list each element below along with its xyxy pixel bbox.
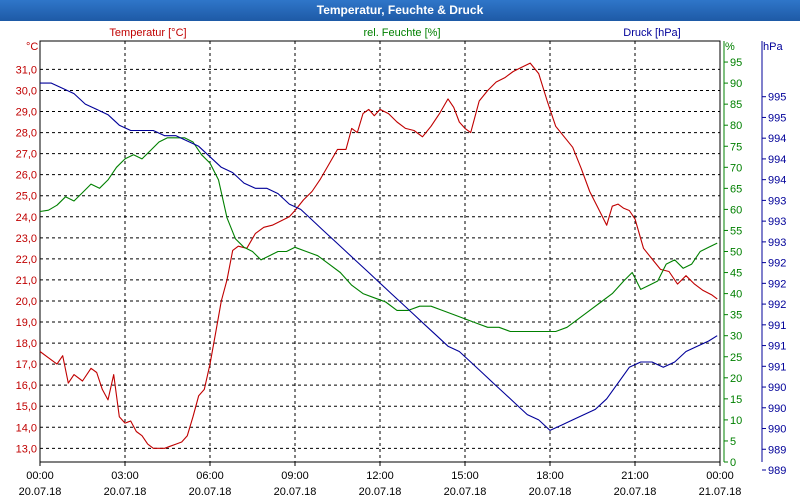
pressure-tick-label: 993 xyxy=(768,237,786,249)
x-tick-label-date: 20.07.18 xyxy=(529,486,572,498)
x-tick-label-date: 20.07.18 xyxy=(359,486,402,498)
pressure-tick-label: 989 xyxy=(768,444,786,456)
x-tick-label-time: 18:00 xyxy=(536,470,564,482)
temperature-tick-label: 16,0 xyxy=(16,380,37,392)
humidity-tick-label: 80 xyxy=(730,120,742,132)
humidity-tick-label: 0 xyxy=(730,457,736,469)
pressure-tick-label: 990 xyxy=(768,403,786,415)
humidity-tick-label: 75 xyxy=(730,141,742,153)
temperature-tick-label: 22,0 xyxy=(16,254,37,266)
temperature-tick-label: 31,0 xyxy=(16,64,37,76)
temperature-tick-label: 21,0 xyxy=(16,275,37,287)
pressure-tick-label: 989 xyxy=(768,465,786,477)
pressure-tick-label: 992 xyxy=(768,278,786,290)
pressure-tick-label: 991 xyxy=(768,361,786,373)
temperature-tick-label: 30,0 xyxy=(16,85,37,97)
temperature-unit-label: °C xyxy=(26,41,38,53)
temperature-tick-label: 23,0 xyxy=(16,233,37,245)
pressure-tick-label: 990 xyxy=(768,424,786,436)
x-tick-label-time: 03:00 xyxy=(111,470,139,482)
pressure-unit-label: hPa xyxy=(763,41,783,53)
x-tick-label-date: 20.07.18 xyxy=(104,486,147,498)
humidity-tick-label: 25 xyxy=(730,352,742,364)
temperature-tick-label: 27,0 xyxy=(16,149,37,161)
chart-title: Temperatur, Feuchte & Druck xyxy=(0,0,800,21)
humidity-tick-label: 30 xyxy=(730,331,742,343)
series-layer xyxy=(39,62,718,449)
humidity-tick-label: 5 xyxy=(730,436,736,448)
pressure-tick-label: 993 xyxy=(768,195,786,207)
chart-canvas: °C Temperatur [°C] rel. Feuchte [%] Druc… xyxy=(16,27,787,498)
temperature-tick-label: 26,0 xyxy=(16,170,37,182)
humidity-tick-label: 35 xyxy=(730,310,742,322)
temperature-series-line xyxy=(39,62,718,449)
humidity-tick-label: 70 xyxy=(730,162,742,174)
humidity-tick-label: 60 xyxy=(730,204,742,216)
humidity-tick-label: 20 xyxy=(730,373,742,385)
humidity-axis-title: rel. Feuchte [%] xyxy=(363,27,440,39)
temperature-tick-label: 24,0 xyxy=(16,212,37,224)
temperature-tick-label: 28,0 xyxy=(16,128,37,140)
pressure-axis-title: Druck [hPa] xyxy=(623,27,680,39)
humidity-tick-label: 45 xyxy=(730,268,742,280)
temperature-tick-label: 13,0 xyxy=(16,443,37,455)
x-tick-label-date: 20.07.18 xyxy=(19,486,62,498)
pressure-tick-label: 990 xyxy=(768,382,786,394)
temperature-tick-label: 15,0 xyxy=(16,401,37,413)
axis-labels: °C Temperatur [°C] rel. Feuchte [%] Druc… xyxy=(16,27,787,498)
x-tick-label-time: 21:00 xyxy=(621,470,649,482)
temperature-axis-title: Temperatur [°C] xyxy=(109,27,186,39)
humidity-tick-label: 85 xyxy=(730,99,742,111)
temperature-tick-label: 25,0 xyxy=(16,191,37,203)
humidity-tick-label: 65 xyxy=(730,183,742,195)
x-tick-label-time: 00:00 xyxy=(26,470,54,482)
x-tick-label-time: 06:00 xyxy=(196,470,224,482)
x-tick-label-date: 20.07.18 xyxy=(189,486,232,498)
temperature-tick-label: 17,0 xyxy=(16,359,37,371)
pressure-tick-label: 992 xyxy=(768,258,786,270)
x-tick-label-date: 21.07.18 xyxy=(699,486,742,498)
x-tick-label-time: 15:00 xyxy=(451,470,479,482)
humidity-tick-label: 55 xyxy=(730,225,742,237)
x-tick-label-time: 00:00 xyxy=(706,470,734,482)
humidity-unit-label: % xyxy=(725,41,735,53)
pressure-tick-label: 992 xyxy=(768,299,786,311)
temperature-tick-label: 20,0 xyxy=(16,296,37,308)
x-tick-label-date: 20.07.18 xyxy=(274,486,317,498)
pressure-tick-label: 991 xyxy=(768,320,786,332)
temperature-tick-label: 29,0 xyxy=(16,107,37,119)
humidity-tick-label: 40 xyxy=(730,289,742,301)
temperature-tick-label: 14,0 xyxy=(16,422,37,434)
pressure-tick-label: 994 xyxy=(768,133,786,145)
humidity-tick-label: 15 xyxy=(730,394,742,406)
x-tick-label-date: 20.07.18 xyxy=(444,486,487,498)
pressure-series-line xyxy=(40,82,718,431)
pressure-tick-label: 993 xyxy=(768,216,786,228)
grid-lines xyxy=(40,41,720,462)
humidity-tick-label: 50 xyxy=(730,247,742,259)
x-tick-label-time: 12:00 xyxy=(366,470,394,482)
humidity-tick-label: 10 xyxy=(730,415,742,427)
humidity-series-line xyxy=(39,137,718,333)
pressure-tick-label: 991 xyxy=(768,341,786,353)
pressure-tick-label: 995 xyxy=(768,112,786,124)
x-tick-label-time: 09:00 xyxy=(281,470,309,482)
pressure-tick-label: 994 xyxy=(768,154,786,166)
pressure-tick-label: 995 xyxy=(768,92,786,104)
temperature-tick-label: 19,0 xyxy=(16,317,37,329)
pressure-tick-label: 994 xyxy=(768,175,786,187)
x-tick-label-date: 20.07.18 xyxy=(614,486,657,498)
humidity-tick-label: 95 xyxy=(730,57,742,69)
temperature-tick-label: 18,0 xyxy=(16,338,37,350)
humidity-tick-label: 90 xyxy=(730,78,742,90)
